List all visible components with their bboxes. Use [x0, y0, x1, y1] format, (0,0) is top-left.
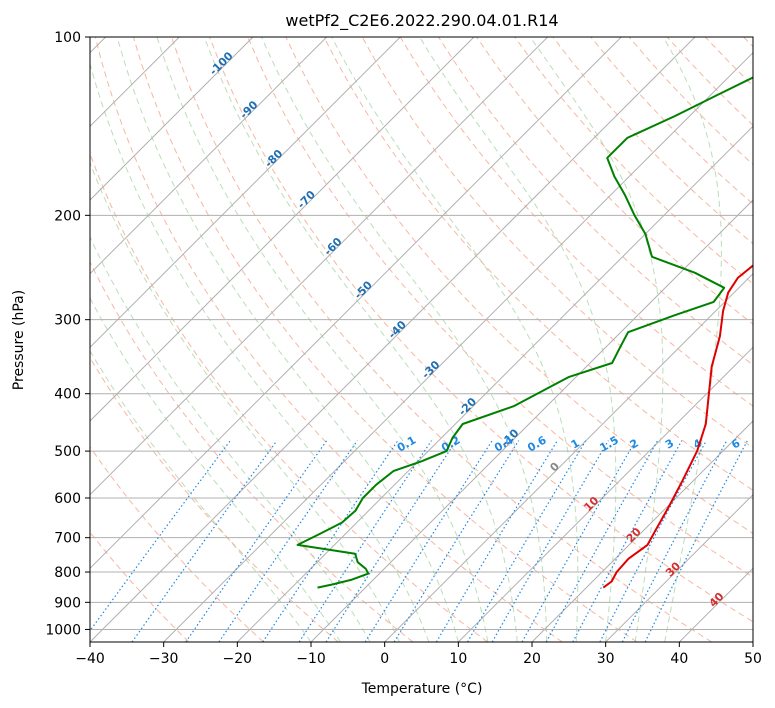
- dry-adiabat: [209, 37, 753, 623]
- x-axis-label: Temperature (°C): [361, 681, 483, 697]
- isotherm-line: [605, 493, 753, 642]
- moist-adiabat: [261, 37, 548, 642]
- y-tick-label: 700: [54, 531, 81, 547]
- isotherm-line: [90, 37, 328, 275]
- moist-adiabat: [90, 161, 400, 642]
- isotherm-line: [457, 346, 753, 642]
- dewpoint-profile-line: [296, 76, 753, 589]
- x-tick-label: 10: [449, 651, 467, 667]
- isotherm-line: [236, 125, 753, 642]
- mixing-ratio-line: [262, 440, 399, 642]
- profile-series: [296, 76, 753, 589]
- mixing-ratio-line: [298, 440, 432, 642]
- isotherm-line: [90, 37, 254, 201]
- mixing-ratio-line: [491, 440, 609, 642]
- x-tick-label: 50: [744, 651, 762, 667]
- x-tick-label: 20: [523, 651, 541, 667]
- moist-adiabats: [90, 37, 722, 642]
- isotherm-line: [163, 51, 753, 642]
- dry-adiabat: [476, 37, 753, 325]
- y-axis: 100 200 300 400 500 600 700 800 900 1000: [45, 30, 90, 638]
- moist-adiabat: [203, 37, 518, 642]
- isotherm-line: [384, 272, 753, 642]
- dry-adiabats: [90, 37, 753, 642]
- x-tick-label: −20: [223, 651, 253, 667]
- y-tick-label: 100: [54, 30, 81, 46]
- moist-adiabat: [90, 235, 371, 642]
- mixing-ratio-line: [644, 440, 748, 642]
- y-tick-label: 200: [54, 208, 81, 224]
- isobars: [90, 37, 753, 630]
- mixing-ratio-line: [545, 440, 659, 642]
- dry-adiabat: [90, 356, 339, 642]
- moist-adiabat: [90, 62, 430, 642]
- isotherm-line: [531, 420, 753, 642]
- isotherm-line: [90, 37, 402, 349]
- mixing-ratio-line: [325, 440, 457, 642]
- mixing-ratio-line: [131, 440, 278, 642]
- x-tick-label: −40: [75, 651, 105, 667]
- moist-adiabat: [90, 297, 341, 642]
- y-tick-label: 1000: [45, 622, 81, 638]
- temperature-profile-line: [602, 264, 753, 589]
- dry-adiabat: [90, 446, 264, 642]
- dry-adiabat: [514, 37, 753, 285]
- moist-adiabat: [529, 37, 664, 642]
- dry-adiabat: [94, 37, 563, 642]
- dry-adiabat: [323, 37, 753, 491]
- y-axis-label: Pressure (hPa): [11, 290, 27, 390]
- dry-adiabat: [132, 37, 638, 642]
- x-tick-label: 30: [597, 651, 615, 667]
- y-tick-label: 600: [54, 491, 81, 507]
- y-tick-label: 400: [54, 387, 81, 403]
- isotherms: [90, 37, 753, 642]
- dry-adiabat: [171, 37, 712, 642]
- mixing-ratio-line: [521, 440, 637, 642]
- mixing-ratio-line: [185, 440, 328, 642]
- dry-adiabat: [90, 260, 414, 642]
- x-tick-label: −30: [149, 651, 179, 667]
- x-tick-label: −10: [296, 651, 326, 667]
- mixing-ratio-line: [364, 440, 493, 642]
- x-tick-label: 0: [380, 651, 389, 667]
- isotherm-line: [90, 37, 549, 496]
- isotherm-line: [310, 199, 753, 642]
- moist-adiabat: [156, 37, 489, 642]
- isotherm-line: [90, 37, 623, 570]
- dry-adiabat: [285, 37, 753, 535]
- y-tick-label: 500: [54, 444, 81, 460]
- x-tick-label: 40: [670, 651, 688, 667]
- mixing-ratio-line: [393, 440, 520, 642]
- moist-adiabat: [331, 37, 579, 642]
- y-tick-label: 900: [54, 595, 81, 611]
- plot-frame: [89, 36, 754, 643]
- isotherm-line: [90, 37, 475, 422]
- mixing-ratio-line: [435, 440, 558, 642]
- mixing-ratio-lines: [90, 440, 748, 642]
- mixing-ratio-line: [90, 440, 231, 632]
- plot-area: -100-90-80-70-60-50-40-30-20-10010203040…: [90, 37, 753, 642]
- x-axis: −40 −30 −20 −10 0 10 20 30 40 50: [75, 642, 762, 667]
- isotherm-line: [90, 37, 696, 642]
- mixing-ratio-line: [466, 440, 587, 642]
- y-tick-label: 800: [54, 565, 81, 581]
- y-tick-label: 300: [54, 313, 81, 329]
- moist-adiabat: [419, 37, 617, 642]
- dry-adiabat: [247, 37, 753, 578]
- chart-title: wetPf2_C2E6.2022.290.04.01.R14: [285, 11, 558, 31]
- moist-adiabat: [662, 37, 722, 642]
- mixing-ratio-line: [572, 440, 683, 642]
